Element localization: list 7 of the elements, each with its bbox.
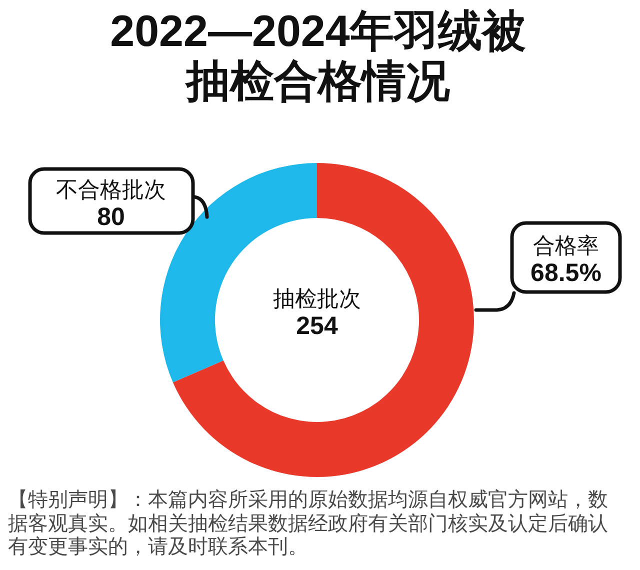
text: 80 bbox=[97, 203, 125, 231]
data-label: 68.5% bbox=[530, 259, 602, 287]
slice-label: 不合格批次 bbox=[56, 177, 166, 202]
chart-title: 2022—2024年羽绒被抽检合格情况 bbox=[109, 7, 527, 107]
text: 抽检批次 254 bbox=[273, 286, 361, 340]
slice-label: 合格率 bbox=[533, 233, 599, 258]
text: 【特别声明】：本篇内容所采用的原始数据均源自权威官方网站，数据客观真实。如相关抽检结果数据经政府有关部门核实及认定后确认有变更事实的，请及时联系本刊。 bbox=[8, 489, 609, 560]
